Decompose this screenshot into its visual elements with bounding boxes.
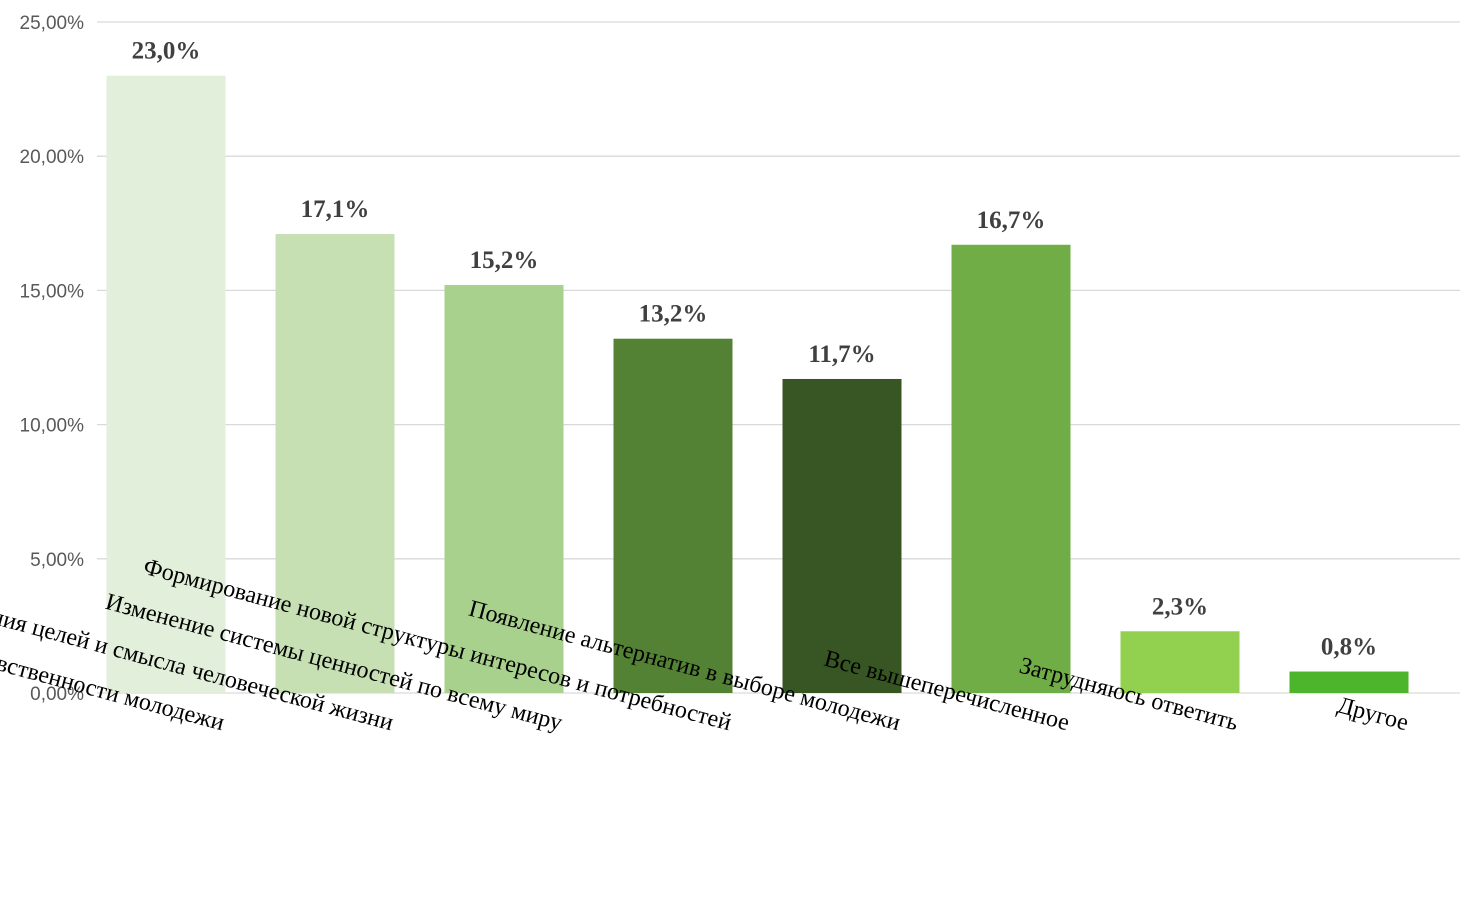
bar: [613, 338, 733, 693]
data-label: 13,2%: [639, 301, 708, 328]
bar: [444, 285, 564, 693]
y-tick-label: 5,00%: [30, 550, 84, 571]
data-label: 15,2%: [470, 247, 539, 274]
bar: [782, 378, 902, 693]
bar: [1289, 671, 1409, 693]
category-label: Другое: [1335, 692, 1412, 736]
y-tick-label: 20,00%: [20, 147, 85, 168]
data-label: 0,8%: [1321, 634, 1377, 661]
data-label: 2,3%: [1152, 593, 1208, 620]
y-tick-label: 0,00%: [30, 684, 84, 705]
data-labels: 23,0% 17,1% 15,2% 13,2% 11,7% 16,7% 2,3% 0,8%: [132, 38, 1378, 661]
data-label: 11,7%: [808, 341, 875, 368]
y-axis-tick-labels: 0,00% 5,00% 10,00% 15,00% 20,00% 25,00%: [20, 13, 85, 705]
y-tick-label: 10,00%: [20, 416, 85, 437]
y-tick-label: 15,00%: [20, 281, 85, 302]
y-tick-label: 25,00%: [20, 13, 85, 34]
bars: [106, 75, 1409, 694]
bar: [275, 234, 395, 693]
data-label: 16,7%: [977, 207, 1046, 234]
bar: [1120, 631, 1240, 693]
data-label: 23,0%: [132, 38, 201, 65]
data-label: 17,1%: [301, 196, 370, 223]
bar: [106, 75, 226, 694]
bar: [951, 244, 1071, 693]
